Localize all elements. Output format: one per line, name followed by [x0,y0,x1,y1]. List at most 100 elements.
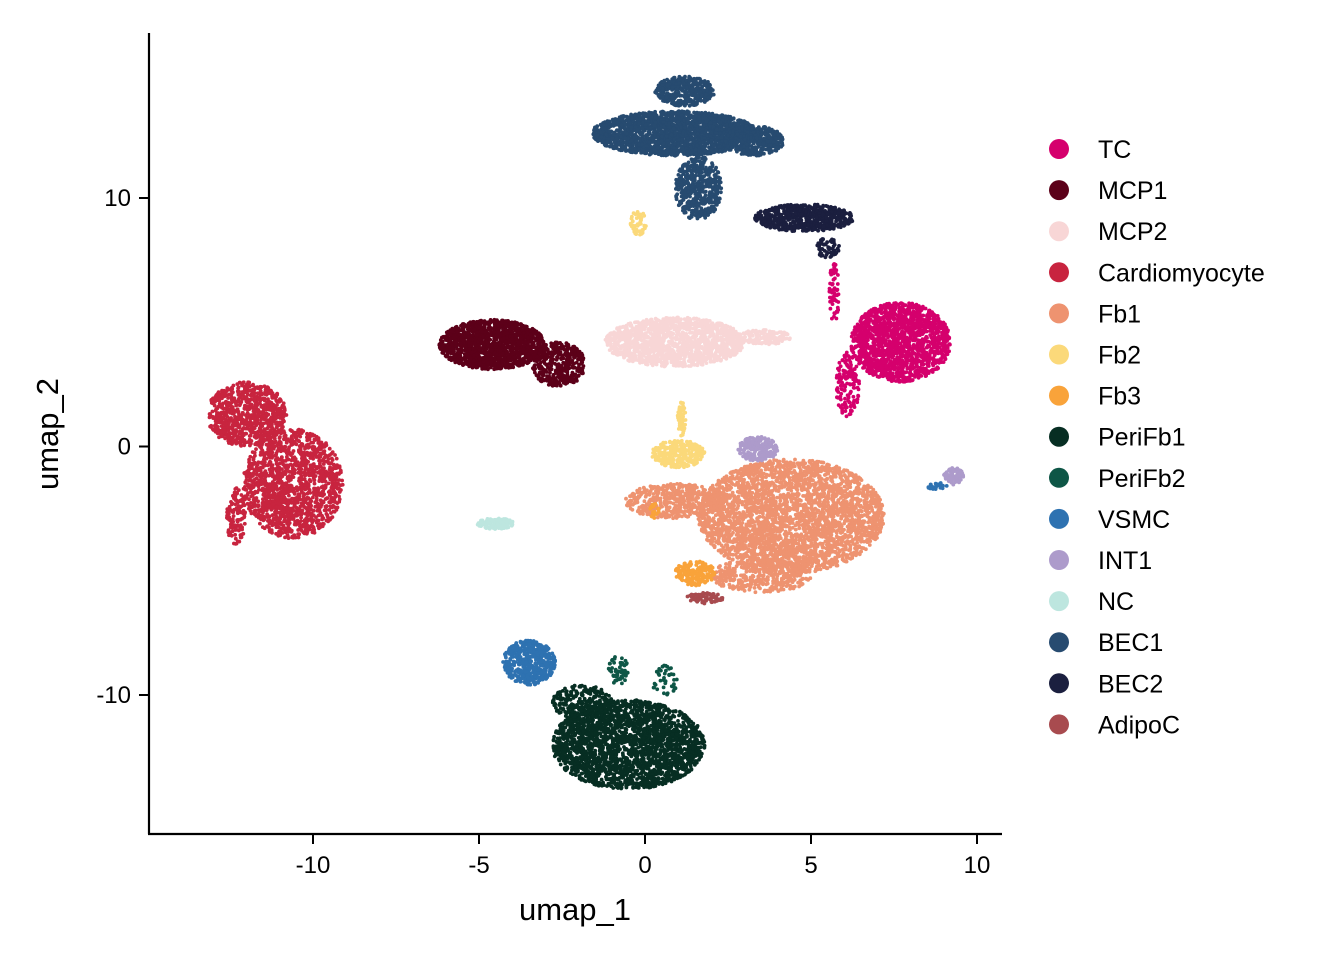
data-point [453,340,458,345]
data-point [493,366,498,371]
data-point [842,353,847,358]
data-point [546,365,550,370]
data-point [507,355,512,360]
data-point [928,329,932,333]
data-point [467,334,471,339]
data-point [847,400,852,405]
data-point [835,282,840,286]
series-mcp2 [603,315,792,369]
data-point [878,306,883,311]
data-point [903,344,907,349]
data-point [931,340,936,345]
data-point [859,360,863,365]
data-point [713,326,718,331]
data-point [569,351,574,356]
data-point [438,341,443,346]
data-point [912,322,917,327]
data-point [902,330,907,335]
data-point [925,336,929,340]
data-point [854,398,859,403]
data-point [830,297,835,302]
data-point [496,323,500,328]
data-point [936,316,941,321]
data-point [867,318,871,323]
data-point [854,364,859,369]
data-point [871,326,875,331]
data-point [913,304,918,309]
data-point [628,321,633,326]
data-point [892,317,897,321]
data-point [916,349,920,353]
data-point [918,323,922,328]
data-point [902,318,907,323]
data-point [685,315,690,320]
data-point [834,375,839,380]
data-point [555,363,559,367]
data-point [456,360,461,365]
data-point [565,347,570,352]
data-point [536,377,541,381]
data-point [856,387,861,392]
data-point [942,335,946,340]
data-point [846,374,851,378]
data-point [865,313,870,318]
data-point [549,367,554,372]
data-point [575,367,580,372]
data-point [559,367,563,371]
data-point [843,396,847,401]
data-point [498,332,503,337]
data-point [869,362,874,367]
data-point [620,331,625,336]
data-point [516,340,521,345]
data-point [925,360,930,365]
data-point [924,345,929,350]
data-point [837,360,842,365]
data-point [875,328,879,332]
data-point [895,338,900,343]
data-point [911,364,915,369]
data-point [487,352,492,357]
data-point [849,408,853,413]
data-point [484,347,489,351]
data-point [579,351,584,356]
data-point [578,369,583,374]
data-point [613,344,617,348]
data-point [859,327,863,331]
data-point [448,337,452,341]
data-point [948,342,952,347]
data-point [544,346,549,351]
data-point [461,324,466,329]
data-point [493,342,498,346]
data-point [932,319,937,324]
data-point [899,323,904,328]
data-point [872,338,876,343]
data-point [875,362,880,367]
data-point [537,342,541,347]
data-point [947,335,952,340]
data-point [936,366,940,371]
data-point [878,348,883,353]
data-point [849,344,854,349]
data-point [542,358,547,362]
data-point [836,380,841,385]
data-point [702,358,707,363]
data-point [943,357,947,362]
data-point [567,362,572,367]
data-point [477,337,482,342]
data-point [470,350,474,355]
data-point [447,345,452,350]
data-point [516,322,520,327]
data-point [486,361,490,365]
data-point [830,302,835,306]
data-point [707,334,712,339]
data-point [681,321,686,326]
data-point [892,367,897,372]
data-point [721,337,726,342]
data-point [866,364,871,369]
data-point [502,336,506,341]
data-point [437,345,442,350]
data-point [498,348,503,353]
data-point [834,316,839,321]
data-point [532,336,537,341]
data-point [528,332,533,337]
